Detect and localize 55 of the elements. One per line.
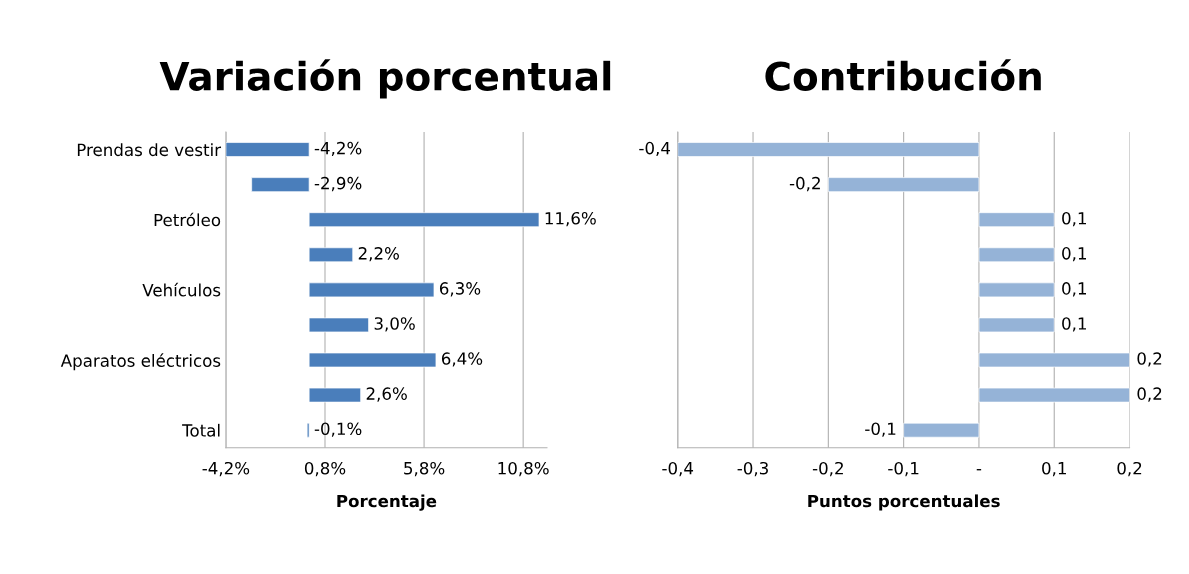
bar bbox=[978, 352, 1130, 368]
x-tick-label: -0,1 bbox=[888, 461, 919, 477]
y-tick-label: Petróleo bbox=[154, 212, 221, 227]
data-label: 11,6% bbox=[545, 211, 596, 227]
bar bbox=[978, 212, 1055, 228]
bar bbox=[308, 317, 369, 333]
data-label: -0,1 bbox=[865, 422, 896, 437]
x-axis-title: Porcentaje bbox=[337, 494, 437, 511]
bar bbox=[225, 142, 310, 157]
data-label: -0,1% bbox=[314, 422, 362, 437]
data-label: 6,3% bbox=[439, 282, 481, 297]
bar bbox=[978, 317, 1055, 333]
data-label: -2,9% bbox=[314, 176, 362, 192]
data-label: 3,0% bbox=[374, 317, 415, 332]
chart-title: Variación porcentual bbox=[159, 59, 611, 99]
x-tick-label: -0,4 bbox=[662, 461, 694, 477]
data-label: -0,4 bbox=[639, 141, 671, 157]
bar bbox=[677, 142, 980, 157]
chart-title: Contribución bbox=[765, 59, 1041, 91]
y-tick-label: Vehículos bbox=[142, 282, 221, 297]
data-label: -4,2% bbox=[314, 141, 362, 157]
bar bbox=[251, 177, 310, 192]
x-tick-label: 5,8% bbox=[404, 461, 445, 477]
bar bbox=[978, 387, 1130, 403]
y-tick-label: Total bbox=[182, 423, 220, 437]
data-label: 0,1 bbox=[1062, 247, 1086, 262]
y-tick-label: Aparatos eléctricos bbox=[60, 353, 221, 371]
x-tick-label: -0,3 bbox=[737, 461, 768, 477]
data-label: -0,2 bbox=[789, 176, 820, 192]
data-label: 0,1 bbox=[1062, 282, 1086, 297]
data-label: 0,1 bbox=[1062, 211, 1086, 227]
data-label: 0,1 bbox=[1062, 317, 1086, 332]
bar bbox=[308, 247, 354, 263]
x-tick-label: 0,8% bbox=[304, 461, 346, 477]
x-tick-label: 0,2 bbox=[1117, 461, 1142, 477]
data-label: 0,2 bbox=[1137, 352, 1162, 367]
data-label: 0,2 bbox=[1137, 387, 1162, 402]
y-tick-label: Prendas de vestir bbox=[77, 143, 222, 157]
x-tick-label: -0,2 bbox=[812, 461, 843, 477]
bar bbox=[308, 352, 437, 368]
bar bbox=[827, 177, 980, 192]
data-label: 6,4% bbox=[441, 352, 483, 367]
data-label: 2,2% bbox=[358, 247, 399, 262]
bar bbox=[308, 212, 540, 228]
x-tick-label: -4,2% bbox=[202, 461, 250, 477]
bar bbox=[903, 422, 980, 438]
x-axis-title: Puntos porcentuales bbox=[808, 494, 1000, 511]
data-label: 2,6% bbox=[366, 387, 407, 402]
bar bbox=[978, 282, 1055, 298]
bar bbox=[978, 247, 1055, 263]
x-tick-label: - bbox=[976, 469, 982, 471]
bar bbox=[308, 387, 362, 403]
x-tick-label: 0,1 bbox=[1042, 461, 1066, 477]
x-tick-label: 10,8% bbox=[498, 461, 549, 477]
bar bbox=[308, 282, 435, 298]
